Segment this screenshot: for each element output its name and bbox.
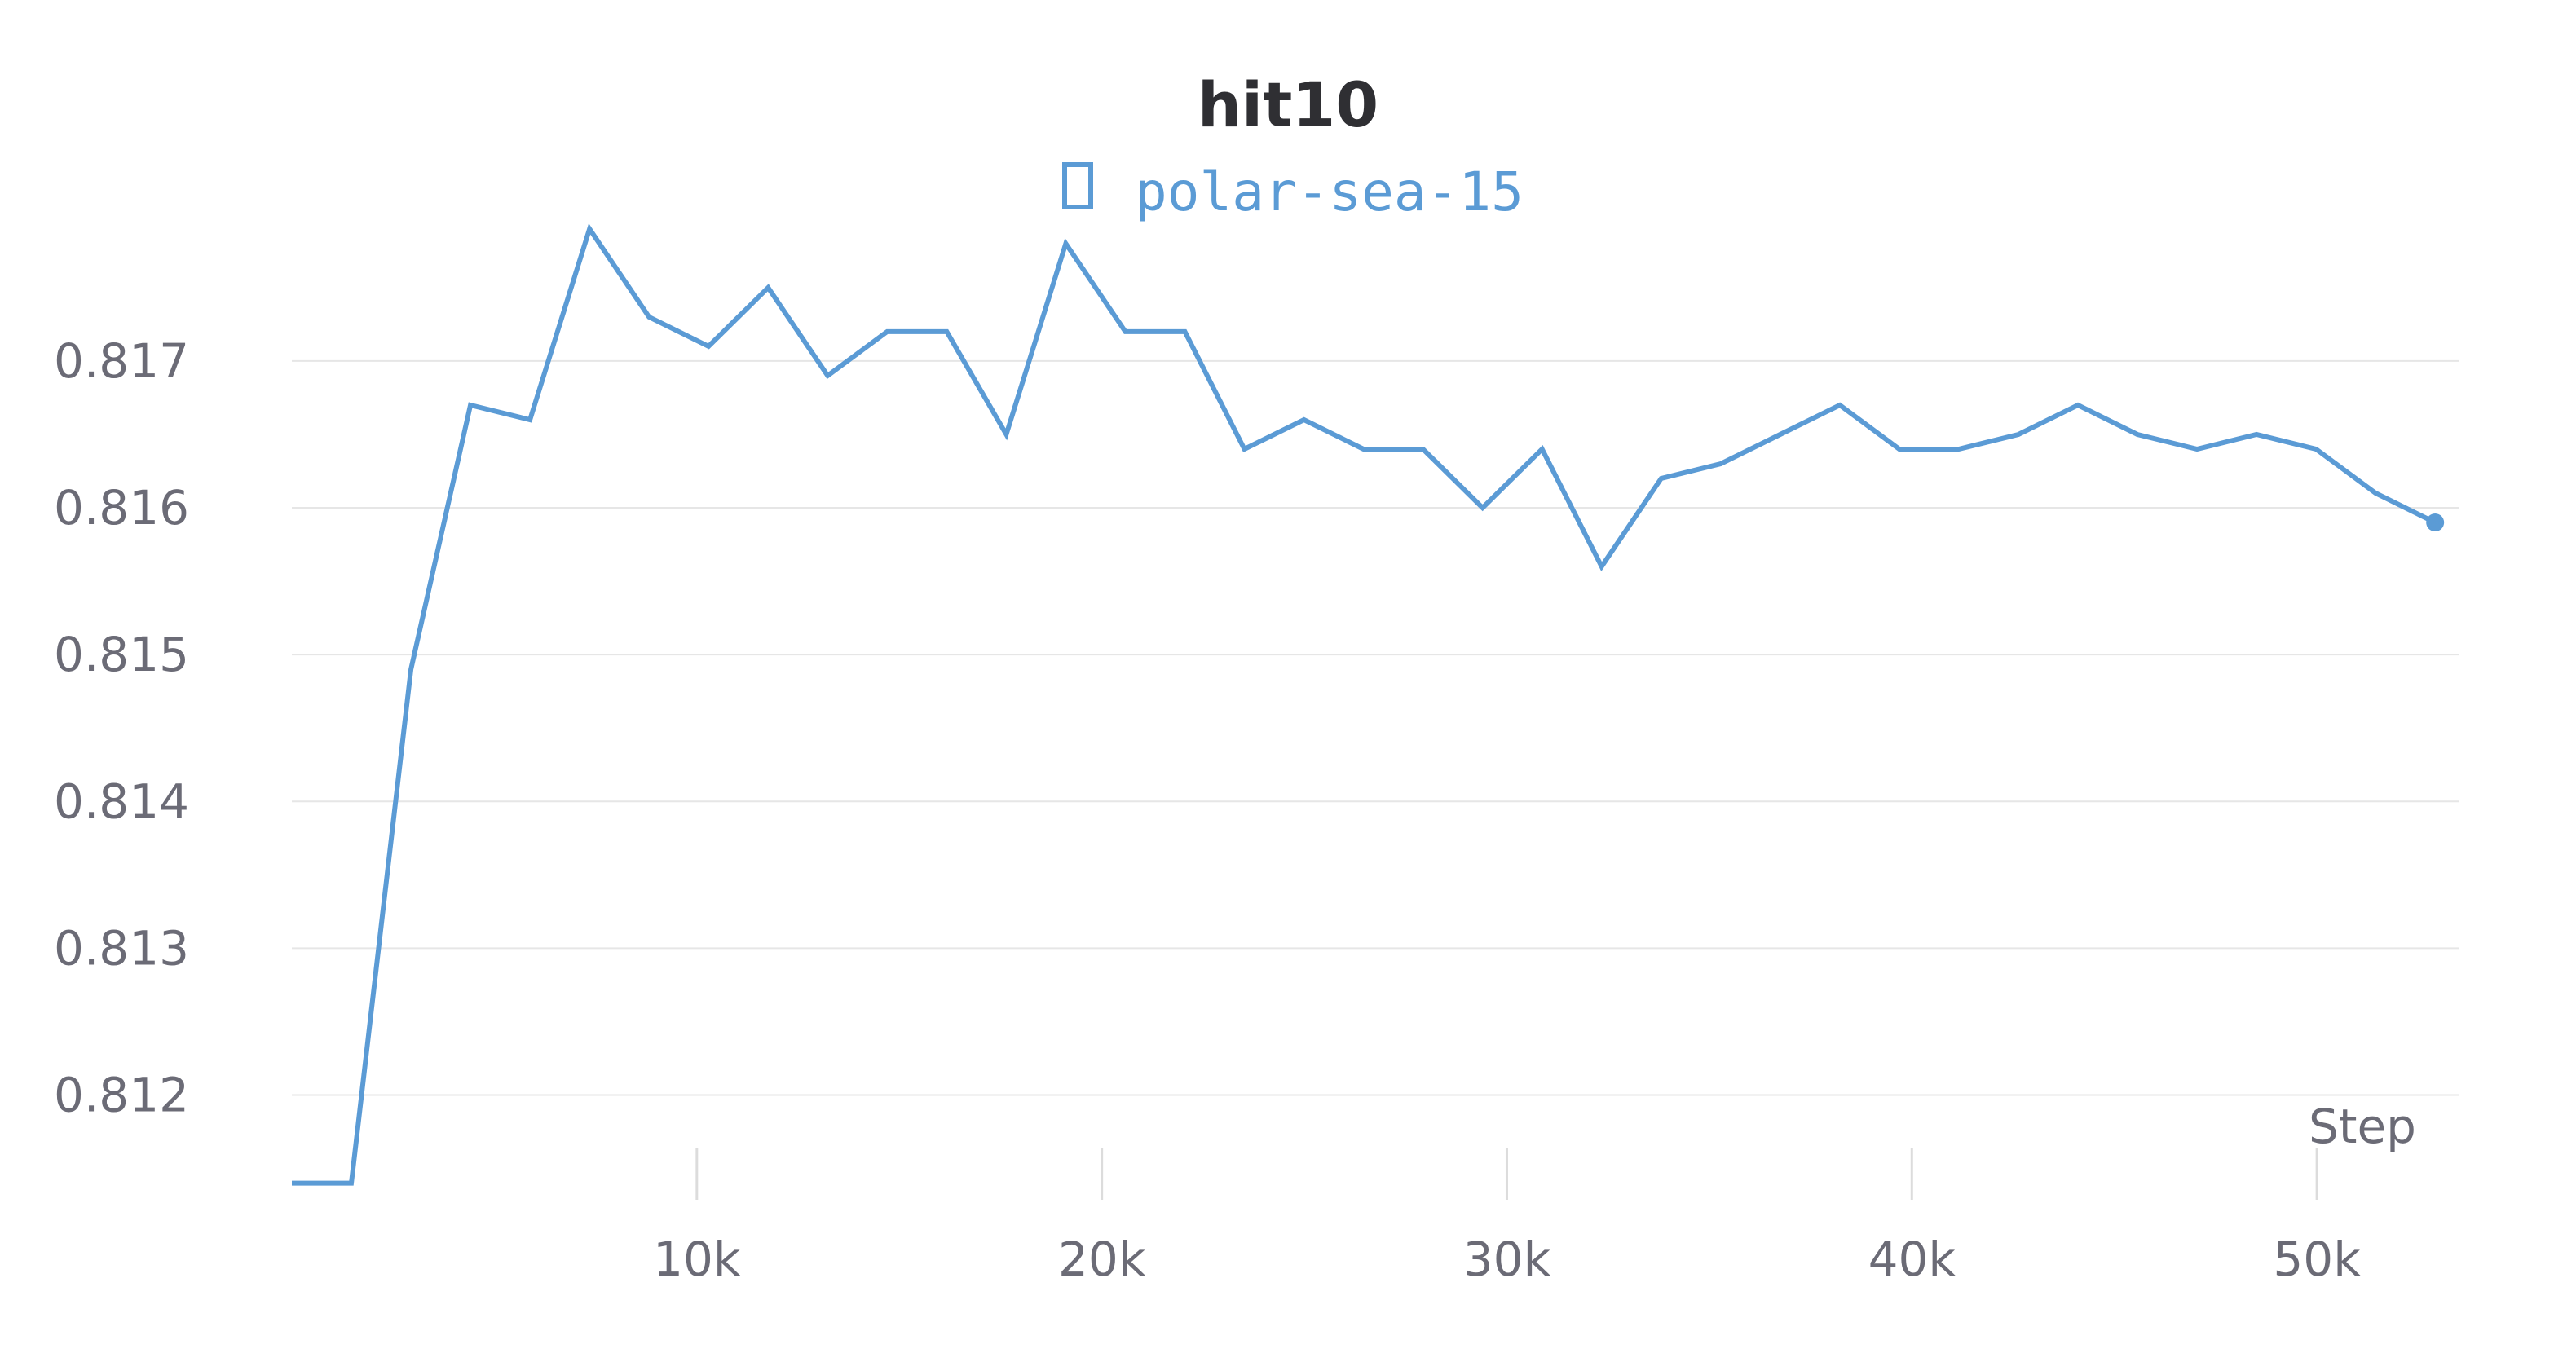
y-tick-label: 0.815 — [54, 627, 189, 682]
legend[interactable]: polar-sea-15 — [1062, 161, 1524, 223]
legend-item-label: polar-sea-15 — [1135, 161, 1524, 223]
y-gridlines — [292, 359, 2459, 1096]
x-tick-label: 40k — [1868, 1232, 1956, 1287]
y-tick-label: 0.814 — [54, 773, 189, 829]
x-tick-label: 30k — [1463, 1232, 1551, 1287]
series-group — [292, 223, 2445, 1186]
y-tick-label: 0.817 — [54, 333, 189, 389]
series-line-polar-sea-15 — [292, 223, 2437, 1186]
chart-title: hit10 — [1198, 68, 1378, 141]
y-tick-label: 0.816 — [54, 480, 189, 535]
x-tick-label: 20k — [1058, 1232, 1146, 1287]
x-axis-label: Step — [2309, 1099, 2416, 1154]
y-axis-tick-labels: 0.812 0.813 0.814 0.815 0.816 0.817 — [54, 333, 189, 1123]
x-axis-ticks — [695, 1148, 2318, 1200]
x-tick-label: 10k — [653, 1232, 741, 1287]
y-tick-label: 0.813 — [54, 920, 189, 976]
y-tick-label: 0.812 — [54, 1068, 189, 1123]
x-axis-tick-labels: 10k 20k 30k 40k 50k — [653, 1232, 2361, 1287]
square-outline-icon — [1062, 162, 1093, 209]
x-tick-label: 50k — [2273, 1232, 2361, 1287]
series-end-point — [2426, 513, 2445, 532]
